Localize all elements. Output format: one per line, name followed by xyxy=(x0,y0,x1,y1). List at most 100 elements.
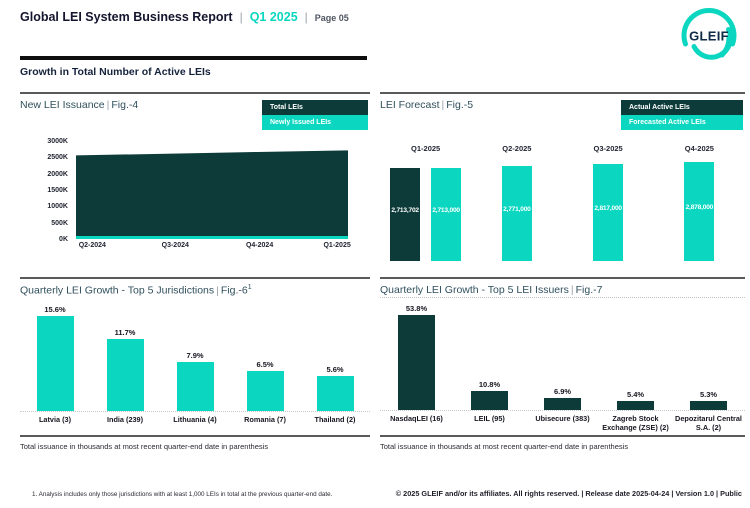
bar-column: 5.4% Zagreb Stock Exchange (ZSE) (2) xyxy=(599,300,672,433)
bar-value-label: 5.4% xyxy=(626,389,645,399)
separator: | xyxy=(304,10,308,24)
x-axis-label: Q4-2024 xyxy=(245,242,274,249)
bar-column: 15.6% Latvia (3) xyxy=(20,301,90,424)
bar xyxy=(246,370,284,411)
bar-value-label: 7.9% xyxy=(186,351,204,361)
bar-value-label: 2,713,702 xyxy=(391,206,419,214)
chart-title: New LEI Issuance | Fig.-4 xyxy=(20,99,370,111)
forecast-group: Q3-2025 2,817,000 xyxy=(563,144,654,261)
bar xyxy=(398,315,435,410)
bar-value-label: 53.8% xyxy=(405,304,428,313)
bar-stack: 15.6% xyxy=(36,301,74,411)
bar xyxy=(690,400,727,410)
x-axis-label: Q1-2025 xyxy=(323,242,351,249)
bar xyxy=(316,376,354,411)
y-axis: 0K 500K 1000K 1500K 2000K 2500K 3000K xyxy=(24,138,76,243)
charts-grid: New LEI Issuance | Fig.-4 Total LEIs Newly… xyxy=(20,92,745,463)
area-chart: 0K 500K 1000K 1500K 2000K 2500K 3000K xyxy=(24,138,370,243)
forecast-group: Q1-2025 2,713,702 2,713,000 xyxy=(380,144,471,261)
area-plot xyxy=(76,150,348,239)
category-label: Depozitarul Central S.A. (2) xyxy=(675,414,742,433)
category-label: Q1-2025 xyxy=(411,144,441,153)
panel-new-lei-issuance: New LEI Issuance | Fig.-4 Total LEIs Newly… xyxy=(20,92,370,277)
legend-item-total-leis: Total LEIs xyxy=(262,100,368,115)
separator: | xyxy=(570,284,574,296)
bar xyxy=(176,362,214,411)
bar-value-label: 2,713,000 xyxy=(432,206,460,214)
bar-column: 7.9% Lithuania (4) xyxy=(160,301,230,424)
category-label: Ubisecure (383) xyxy=(535,414,590,423)
issuers-bar-chart: 53.8% NasdaqLEI (16) 10.8% LEIL (95) 6.9% Ubi… xyxy=(380,300,745,432)
category-label: Thailand (2) xyxy=(314,414,356,424)
bar-value-label: 2,817,000 xyxy=(594,204,622,212)
legend-item-actual-active-leis: Actual Active LEIs xyxy=(621,100,743,115)
report-period: Q1 2025 xyxy=(249,10,298,24)
fig-label: Fig.-4 xyxy=(111,99,139,111)
bar-group: 2,771,000 xyxy=(501,162,532,261)
bar-group: 2,878,000 xyxy=(684,162,715,261)
category-label: Romania (7) xyxy=(244,414,286,424)
bar-group: 2,817,000 xyxy=(593,162,624,261)
bar xyxy=(544,397,581,410)
y-axis-tick: 1500K xyxy=(47,187,68,194)
footnote: 1. Analysis includes only those jurisdic… xyxy=(32,491,333,498)
y-axis-tick: 3000K xyxy=(47,138,68,145)
y-axis-tick: 0K xyxy=(59,236,68,243)
bar-forecasted-active-leis: 2,817,000 xyxy=(593,164,624,261)
y-axis-tick: 500K xyxy=(51,219,68,227)
bar-column: 5.6% Thailand (2) xyxy=(300,301,370,424)
category-label: Q3-2025 xyxy=(593,144,623,153)
bar-value-label: 6.9% xyxy=(553,386,572,396)
section-title: Growth in Total Number of Active LEIs xyxy=(20,66,211,78)
legend-issuance: Total LEIs Newly Issued LEIs xyxy=(262,100,368,130)
x-axis-label: Q3-2024 xyxy=(161,242,189,249)
panel-lei-forecast: LEI Forecast | Fig.-5 Actual Active LEIs F… xyxy=(380,92,745,298)
x-axis-label: Q2-2024 xyxy=(78,242,106,249)
gleif-logo: GLEIF xyxy=(681,7,737,60)
chart-title-text: LEI Forecast xyxy=(380,99,440,111)
bar-column: 53.8% NasdaqLEI (16) xyxy=(380,300,453,432)
baseline xyxy=(380,410,745,411)
bar-forecasted-active-leis: 2,713,000 xyxy=(431,167,462,261)
chart-title: Quarterly LEI Growth - Top 5 LEI Issuers… xyxy=(380,284,745,296)
separator: | xyxy=(106,99,110,111)
panel-top5-lei-issuers: Quarterly LEI Growth - Top 5 LEI Issuers… xyxy=(380,277,745,435)
bar xyxy=(106,339,144,411)
legend-forecast: Actual Active LEIs Forecasted Active LEI… xyxy=(621,100,743,130)
baseline xyxy=(380,297,745,298)
bar-value-label: 5.6% xyxy=(326,365,344,375)
page-footer: 1. Analysis includes only those jurisdic… xyxy=(20,489,742,498)
bar-value-label: 6.5% xyxy=(256,359,274,369)
bar-stack: 53.8% xyxy=(398,300,435,410)
category-label: NasdaqLEI (16) xyxy=(390,414,443,423)
bar-value-label: 10.8% xyxy=(478,379,501,389)
category-label: Lithuania (4) xyxy=(173,414,217,424)
bar-stack: 10.8% xyxy=(471,300,508,410)
fig-label: Fig.-5 xyxy=(446,99,474,111)
bar-column: 6.5% Romania (7) xyxy=(230,301,300,424)
bar-group: 2,713,702 2,713,000 xyxy=(390,162,462,261)
chart-title: LEI Forecast | Fig.-5 xyxy=(380,99,745,111)
bar xyxy=(617,400,654,410)
page-number: Page 05 xyxy=(314,13,349,23)
fig-label: Fig.-7 xyxy=(575,284,603,296)
bar-stack: 5.6% xyxy=(316,301,354,411)
bar-stack: 6.5% xyxy=(246,301,284,411)
bar-actual-active-leis: 2,713,702 xyxy=(390,167,421,261)
fig-label: Fig.-6 xyxy=(220,284,248,297)
y-axis-tick: 2000K xyxy=(47,170,68,178)
footnote-ref: 1 xyxy=(247,284,252,291)
bar-column: 6.9% Ubisecure (383) xyxy=(526,300,599,432)
section-divider-bar xyxy=(20,56,367,60)
bar-value-label: 15.6% xyxy=(44,304,66,314)
report-title: Global LEI System Business Report xyxy=(20,10,233,24)
category-label: LEIL (95) xyxy=(474,414,505,423)
bar-stack: 6.9% xyxy=(544,300,581,410)
category-label: Latvia (3) xyxy=(38,414,72,424)
chart-title-text: New LEI Issuance xyxy=(20,99,105,111)
bar-value-label: 11.7% xyxy=(114,328,136,338)
forecast-group: Q2-2025 2,771,000 xyxy=(471,144,562,261)
logo-text: GLEIF xyxy=(689,29,729,44)
logo-outer-arc xyxy=(681,7,737,47)
